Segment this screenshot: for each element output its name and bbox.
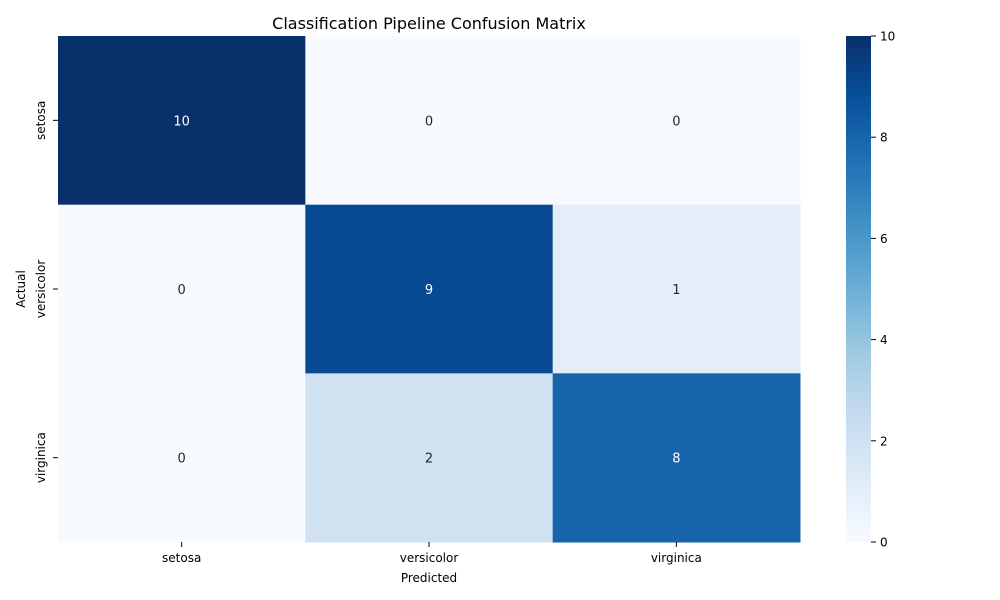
chart-title: Classification Pipeline Confusion Matrix: [272, 14, 586, 33]
heatmap-cell: [305, 204, 554, 374]
colorbar-tick-label: 4: [880, 333, 888, 347]
colorbar: 0 2 4 6 8 10: [846, 30, 895, 550]
x-axis: setosa versicolor virginica: [162, 542, 702, 565]
colorbar-tick-label: 2: [880, 434, 888, 448]
colorbar-tick-label: 6: [880, 232, 888, 246]
cell-annotation: 8: [672, 452, 680, 467]
cell-annotation: 0: [178, 283, 186, 298]
heatmap-cell: [58, 373, 306, 543]
colorbar-tick-label: 10: [880, 30, 895, 44]
heatmap-cell: [58, 204, 306, 374]
colorbar-gradient: [846, 36, 871, 542]
heatmap-cells: [58, 36, 801, 543]
cell-annotation: 1: [672, 283, 680, 298]
y-tick-label: setosa: [34, 101, 48, 140]
heatmap-cell: [305, 36, 554, 206]
cell-annotations: 10 0 00 9 10 2 8: [173, 114, 680, 466]
x-tick-label: versicolor: [400, 551, 459, 565]
heatmap-cell: [305, 373, 554, 543]
y-axis: setosa versicolor virginica: [34, 101, 58, 483]
heatmap-cell: [552, 373, 801, 543]
heatmap-cell: [552, 204, 801, 374]
heatmap-cell: [58, 36, 306, 206]
cell-annotation: 0: [672, 114, 680, 129]
cell-annotation: 9: [425, 283, 433, 298]
cell-annotation: 0: [425, 114, 433, 129]
y-axis-label: Actual: [14, 270, 28, 308]
cell-annotation: 10: [173, 114, 190, 129]
y-tick-label: virginica: [34, 432, 48, 483]
x-axis-label: Predicted: [401, 571, 457, 585]
y-tick-label: versicolor: [34, 260, 48, 319]
heatmap-cell: [552, 36, 801, 206]
cell-annotation: 2: [425, 452, 433, 467]
x-tick-label: virginica: [651, 551, 702, 565]
colorbar-tick-label: 8: [880, 131, 888, 145]
colorbar-tick-label: 0: [880, 536, 888, 550]
x-tick-label: setosa: [162, 551, 201, 565]
cell-annotation: 0: [178, 452, 186, 467]
